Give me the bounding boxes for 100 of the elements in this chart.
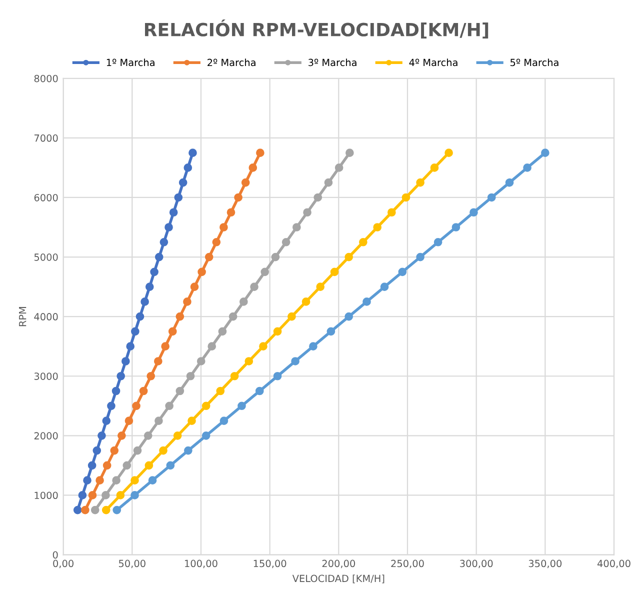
point	[112, 476, 120, 484]
point	[178, 178, 188, 187]
point	[302, 298, 310, 306]
point	[216, 386, 225, 396]
point	[130, 491, 139, 500]
point	[204, 252, 214, 262]
x-tick-label: 400,00	[597, 560, 630, 568]
point	[241, 178, 250, 187]
point	[176, 386, 184, 396]
point	[174, 193, 183, 202]
point	[176, 312, 184, 321]
point	[190, 282, 199, 291]
point	[346, 148, 354, 157]
legend-label: 3º Marcha	[308, 58, 356, 66]
point	[164, 223, 173, 232]
point	[444, 148, 453, 157]
point	[92, 446, 102, 455]
legend-label: 1º Marcha	[106, 58, 154, 66]
point	[96, 476, 104, 484]
point	[316, 282, 325, 291]
point	[188, 148, 197, 157]
point	[118, 432, 126, 440]
point	[273, 372, 282, 380]
point	[373, 223, 382, 232]
point	[330, 268, 339, 276]
point	[250, 282, 258, 291]
point	[148, 476, 157, 484]
point	[124, 416, 134, 425]
point	[146, 372, 156, 380]
point	[83, 476, 92, 484]
x-tick-label: 150,00	[254, 560, 286, 568]
point	[303, 208, 312, 217]
point	[98, 432, 106, 440]
point	[188, 416, 196, 425]
point	[226, 208, 236, 217]
point	[136, 312, 144, 321]
point	[487, 193, 496, 202]
point	[416, 178, 424, 187]
point	[90, 506, 100, 514]
point	[256, 148, 264, 157]
point	[380, 282, 389, 291]
point	[145, 282, 154, 291]
point	[186, 372, 195, 380]
point	[88, 491, 97, 500]
point	[248, 164, 258, 172]
chart-title: RELACIÓN RPM-VELOCIDAD[KM/H]	[145, 19, 488, 39]
point	[166, 461, 175, 470]
point	[184, 164, 192, 172]
point	[244, 357, 254, 366]
point	[292, 223, 301, 232]
point	[291, 357, 300, 366]
point	[402, 193, 410, 202]
x-tick-label: 0,00	[53, 560, 74, 568]
x-tick-label: 300,00	[460, 560, 493, 568]
point	[102, 416, 111, 425]
x-tick-label: 250,00	[391, 560, 424, 568]
point	[452, 223, 460, 232]
point	[218, 327, 227, 336]
point	[234, 193, 242, 202]
point	[362, 298, 371, 306]
point	[133, 446, 142, 455]
point	[523, 164, 532, 172]
point	[416, 252, 424, 262]
point	[102, 491, 110, 500]
point	[334, 164, 344, 172]
point	[314, 193, 322, 202]
point	[122, 357, 130, 366]
y-tick-label: 0	[52, 551, 58, 559]
point	[434, 238, 442, 246]
point	[154, 252, 164, 262]
x-axis-title: VELOCIDAD [KM/H]	[292, 574, 384, 584]
point	[110, 446, 119, 455]
point	[212, 238, 221, 246]
point	[78, 491, 87, 500]
point	[169, 208, 178, 217]
point	[130, 476, 139, 484]
point	[326, 327, 336, 336]
point	[126, 342, 135, 351]
point	[309, 342, 318, 351]
point	[112, 506, 122, 514]
legend-label: 2º Marcha	[208, 58, 256, 66]
point	[228, 312, 238, 321]
y-tick-label: 3000	[34, 372, 58, 380]
point	[260, 268, 270, 276]
y-axis-title: RPM	[19, 307, 26, 326]
point	[131, 327, 140, 336]
point	[116, 372, 126, 380]
x-tick-label: 50,00	[118, 560, 146, 568]
y-tick-label: 7000	[34, 134, 58, 142]
point	[165, 402, 174, 410]
x-tick-label: 200,00	[322, 560, 356, 568]
point	[387, 208, 396, 217]
point	[161, 342, 170, 351]
point	[344, 312, 354, 321]
point	[239, 298, 248, 306]
point	[358, 238, 368, 246]
point	[238, 402, 246, 410]
point	[81, 506, 90, 514]
point	[173, 432, 182, 440]
point	[220, 223, 228, 232]
